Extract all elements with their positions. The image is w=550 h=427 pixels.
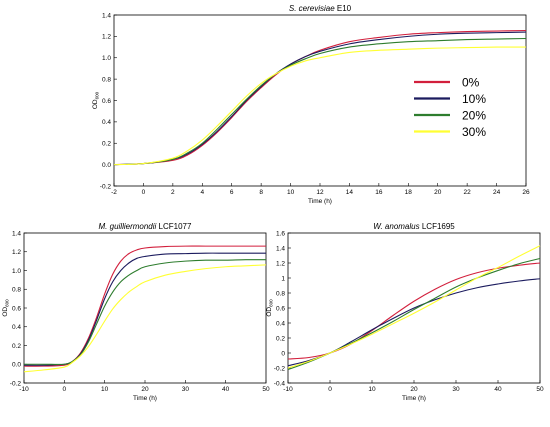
y-tick-label: 0.0 [12,362,21,369]
x-tick-label: 10 [368,386,376,393]
x-tick-label: -10 [283,386,293,393]
x-tick-label: 16 [375,189,383,196]
y-tick-label: 1.2 [102,34,111,41]
y-tick-label: 0.8 [102,76,111,83]
series-line-m-guilliermondii-2 [23,259,267,366]
y-tick-label: 0.6 [12,305,21,312]
y-axis-label: OD600 [266,299,274,317]
x-tick-label: 50 [536,386,544,393]
legend: 0% 10% 20% 30% [414,75,486,139]
chart-title-strain: LCF1077 [159,222,192,231]
chart-title-species: W. anomalus [373,222,419,231]
y-axis-label: OD600 [2,299,10,317]
x-tick-label: 20 [434,189,442,196]
legend-label: 20% [462,108,486,122]
y-tick-label: 0.6 [102,98,111,105]
y-tick-label: 0.6 [276,305,285,312]
y-tick-label: 1.4 [102,12,111,19]
chart-title-strain: LCF1695 [422,222,455,231]
series-line-s-cerevisiae-3 [113,46,527,166]
x-tick-label: 10 [101,386,109,393]
chart-title: M. guilliermondii LCF1077 [99,222,192,231]
x-axis-label: Time (h) [402,395,426,402]
y-tick-label: 0.4 [102,119,111,126]
y-tick-label: 1 [281,275,285,282]
x-tick-label: 20 [141,386,149,393]
x-axis-label: Time (h) [308,198,332,205]
x-tick-label: 8 [259,189,263,196]
y-axis-label-main: OD [2,307,9,317]
y-axis-label-subscript: 600 [5,299,10,307]
y-tick-label: -0.2 [274,365,286,372]
y-tick-label: -0.2 [10,380,22,387]
x-tick-label: 24 [493,189,501,196]
x-tick-label: 12 [316,189,324,196]
y-tick-label: 1.2 [276,260,285,267]
y-tick-label: 0 [281,350,285,357]
y-tick-label: 1.0 [12,268,21,275]
x-tick-label: 40 [494,386,502,393]
x-tick-label: 4 [200,189,204,196]
y-tick-label: 1.4 [12,230,21,237]
x-tick-label: 18 [405,189,413,196]
y-axis-label-main: OD [92,99,99,109]
series-line-m-guilliermondii-1 [23,252,266,366]
x-tick-label: 6 [230,189,234,196]
chart-title-species: S. cerevisiae [289,4,335,13]
series-line-m-guilliermondii-0 [23,245,267,367]
y-axis-label-subscript: 600 [269,299,274,307]
series-line-w-anomalus-2 [287,257,541,371]
x-axis-label: Time (h) [133,395,157,402]
chart-title: W. anomalus LCF1695 [373,222,455,231]
chart-m-guilliermondii: -10 0 10 20 30 40 50 -0.2 0.0 0.2 0.4 0.6 0.8 1.0 1.2 1… [2,222,270,402]
y-axis-label-subscript: 600 [95,91,100,99]
legend-label: 10% [462,92,486,106]
x-tick-label: 0 [63,386,67,393]
y-tick-label: 0.0 [102,162,111,169]
y-tick-label: -0.4 [274,380,286,387]
x-tick-label: 0 [142,189,146,196]
x-tick-label: 2 [171,189,175,196]
series-line-m-guilliermondii-3 [23,264,267,373]
chart-title-species: M. guilliermondii [99,222,157,231]
x-tick-label: 0 [328,386,332,393]
y-tick-label: 1.2 [12,249,21,256]
x-tick-label: 14 [346,189,354,196]
y-tick-label: 1.6 [276,230,285,237]
y-tick-label: 0.2 [102,141,111,148]
series-line-w-anomalus-0 [287,262,541,360]
x-tick-label: -10 [19,386,29,393]
legend-label: 0% [462,75,480,89]
legend-label: 30% [462,125,486,139]
chart-title: S. cerevisiae E10 [289,4,352,13]
y-tick-label: 0.2 [276,335,285,342]
y-tick-label: 1.4 [276,245,285,252]
x-tick-label: 30 [182,386,190,393]
x-tick-label: 26 [522,189,530,196]
y-axis-label: OD600 [92,91,100,109]
chart-title-strain: E10 [337,4,352,13]
y-axis-label-main: OD [266,307,273,317]
y-tick-label: 0.4 [12,324,21,331]
y-tick-label: 1.0 [102,55,111,62]
x-tick-label: -2 [111,189,117,196]
x-tick-label: 22 [464,189,472,196]
plot-frame [23,232,267,384]
series-line-w-anomalus-1 [287,278,541,367]
x-tick-label: 10 [287,189,295,196]
y-tick-label: -0.2 [100,183,112,190]
series-line-w-anomalus-3 [287,245,541,369]
x-tick-label: 50 [262,386,270,393]
chart-w-anomalus: -10 0 10 20 30 40 50 -0.4 -0.2 0 0.2 0.4 0.6 0.8 1 1.2 1… [266,222,544,402]
y-tick-label: 0.2 [12,343,21,350]
x-tick-label: 40 [222,386,230,393]
chart-s-cerevisiae: -2 0 2 4 6 8 10 12 14 16 18 20 22 24 26-0.20.00.20.40.… [92,4,530,205]
y-tick-label: 0.4 [276,320,285,327]
y-tick-label: 0.8 [12,287,21,294]
y-tick-label: 0.8 [276,290,285,297]
x-tick-label: 20 [410,386,418,393]
x-tick-label: 30 [452,386,460,393]
